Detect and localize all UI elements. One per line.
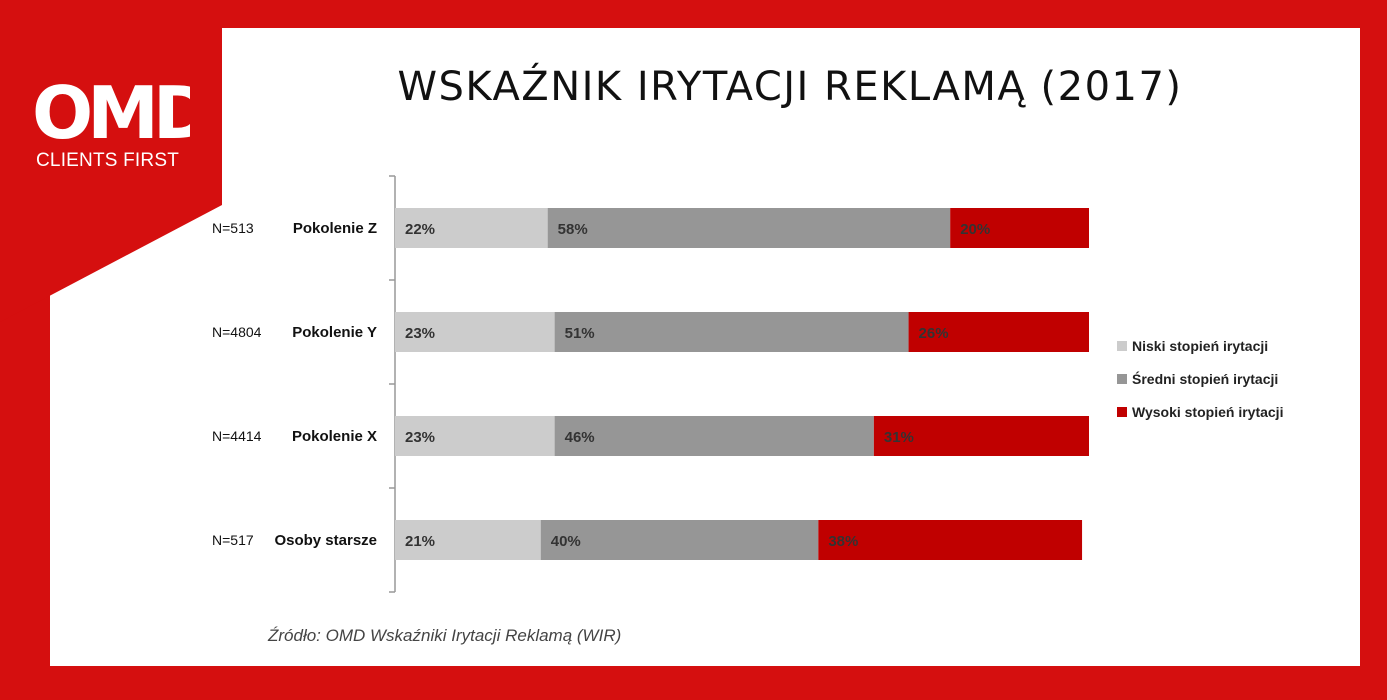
legend-item-label: Średni stopień irytacji — [1132, 370, 1278, 387]
omd-logo: OMD — [32, 71, 190, 155]
bar-segment — [818, 520, 1083, 560]
category-label: Pokolenie Z — [293, 220, 377, 237]
chart-title: WSKAŹNIK IRYTACJI REKLAMĄ (2017) — [397, 64, 1183, 110]
bar-value-label: 38% — [828, 533, 858, 550]
sample-size-label: N=513 — [212, 220, 254, 236]
bar-segment — [395, 520, 541, 560]
bar-segment — [395, 312, 555, 352]
bar-value-label: 31% — [884, 429, 914, 446]
legend: Niski stopień irytacji Średni stopień iry… — [1117, 338, 1283, 420]
bar-segment — [395, 416, 555, 456]
category-axis: N=513 Pokolenie Z N=4804 Pokolenie Y N=4414 P… — [212, 175, 396, 593]
bar-segment — [540, 520, 819, 560]
bars: 22% 58% 20% 23% 51% 26% 23% 46% 31% 21% 40% 38% — [395, 208, 1089, 560]
legend-swatch — [1117, 341, 1127, 351]
bar-segment — [873, 416, 1089, 456]
sample-size-label: N=517 — [212, 532, 254, 548]
bar-segment — [554, 312, 909, 352]
category-label: Pokolenie Y — [292, 324, 377, 341]
legend-item-label: Niski stopień irytacji — [1132, 338, 1268, 354]
sample-size-label: N=4804 — [212, 324, 262, 340]
logo-wordmark: OMD — [32, 71, 190, 155]
bar-segment — [547, 208, 951, 248]
bar-segment — [395, 208, 548, 248]
bar-value-label: 23% — [405, 429, 435, 446]
legend-swatch — [1117, 407, 1127, 417]
bar-value-label: 21% — [405, 533, 435, 550]
category-label: Osoby starsze — [274, 532, 377, 549]
category-label: Pokolenie X — [292, 428, 377, 445]
bar-value-label: 20% — [960, 221, 990, 238]
bar-value-label: 51% — [565, 325, 595, 342]
bar-value-label: 46% — [565, 429, 595, 446]
bar-value-label: 40% — [551, 533, 581, 550]
bar-segment — [554, 416, 874, 456]
logo-subtitle: CLIENTS FIRST — [36, 150, 180, 171]
bar-segment — [908, 312, 1089, 352]
sample-size-label: N=4414 — [212, 428, 262, 444]
bar-segment — [950, 208, 1089, 248]
bar-value-label: 58% — [558, 221, 588, 238]
legend-item-label: Wysoki stopień irytacji — [1132, 404, 1283, 420]
bar-value-label: 22% — [405, 221, 435, 238]
source-note: Źródło: OMD Wskaźniki Irytacji Reklamą (… — [268, 626, 622, 645]
bar-value-label: 26% — [919, 325, 949, 342]
bar-value-label: 23% — [405, 325, 435, 342]
legend-swatch — [1117, 374, 1127, 384]
